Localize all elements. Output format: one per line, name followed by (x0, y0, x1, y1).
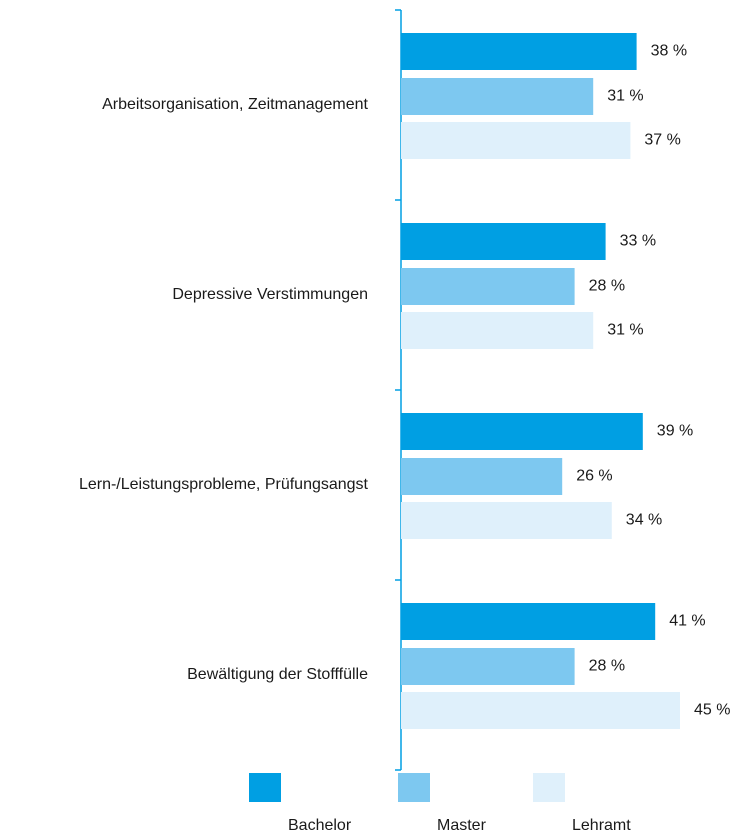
value-label: 41 % (669, 613, 705, 630)
value-label: 28 % (589, 658, 625, 675)
legend-label: Master (437, 817, 487, 834)
category-label: Lern-/Leistungsprobleme, Prüfungsangst (79, 476, 369, 493)
value-label: 39 % (657, 423, 693, 440)
value-label: 45 % (694, 702, 730, 719)
legend-swatch (398, 773, 430, 802)
bar (401, 603, 656, 640)
value-label: 38 % (651, 43, 687, 60)
bar (401, 33, 637, 70)
legend-label: Bachelor (288, 817, 352, 834)
bar (401, 268, 575, 305)
category-label: Arbeitsorganisation, Zeitmanagement (102, 96, 368, 113)
legend-label: Lehramt (572, 817, 631, 834)
category-label: Bewältigung der Stofffülle (187, 666, 368, 683)
value-label: 34 % (626, 512, 662, 529)
bar (401, 458, 563, 495)
value-label: 31 % (607, 322, 643, 339)
bar (401, 648, 575, 685)
value-label: 37 % (644, 132, 680, 149)
value-label: 33 % (620, 233, 656, 250)
value-label: 28 % (589, 278, 625, 295)
legend-swatch (533, 773, 565, 802)
bar (401, 122, 631, 159)
bar (401, 312, 594, 349)
bar (401, 223, 606, 260)
bar (401, 692, 680, 729)
legend-swatch (249, 773, 281, 802)
value-label: 31 % (607, 88, 643, 105)
category-label: Depressive Verstimmungen (172, 286, 368, 303)
bar (401, 413, 643, 450)
bar (401, 78, 594, 115)
value-label: 26 % (576, 468, 612, 485)
bar (401, 502, 612, 539)
